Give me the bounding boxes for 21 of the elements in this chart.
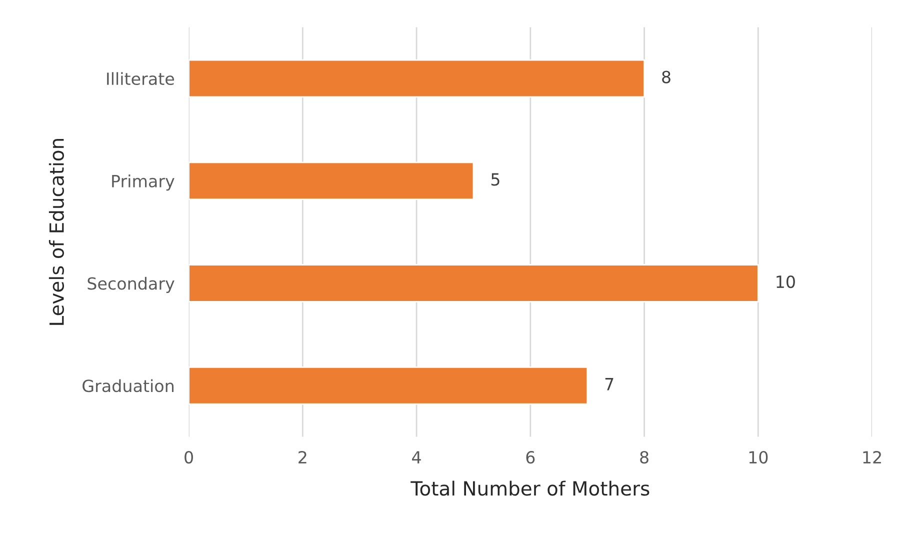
x-tick-label: 4 [412,451,421,464]
data-label: 10 [776,275,795,288]
x-tick-label: 8 [640,450,648,464]
x-tick-label: 12 [863,450,881,464]
x-tick-label: 10 [749,450,768,464]
bar [188,59,645,98]
y-tick-label: Graduation [82,379,174,392]
x-tick-label: 2 [298,450,306,464]
data-label: 7 [605,378,614,390]
x-tick-label: 0 [184,450,193,464]
y-axis-title: Levels of Education [48,139,64,325]
bar [188,162,474,200]
data-label: 5 [491,173,500,186]
y-tick-label: Illiterate [107,72,174,86]
bar [188,366,588,405]
y-tick-label: Secondary [88,276,174,294]
y-tick-label: Primary [112,174,174,191]
x-tick-label: 6 [526,450,535,464]
data-label: 8 [662,70,670,84]
bar [188,264,759,302]
x-axis-title: Total Number of Mothers [410,480,650,496]
